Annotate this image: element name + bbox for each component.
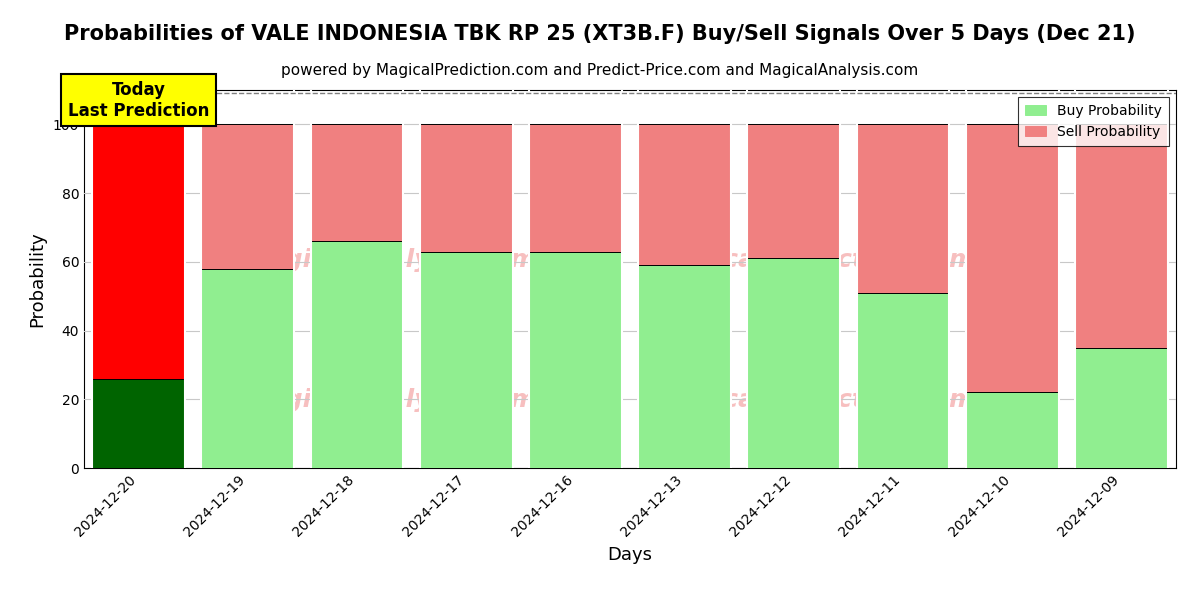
Bar <box>311 124 403 241</box>
Text: MagicalPrediction.com: MagicalPrediction.com <box>655 388 976 412</box>
Text: Probabilities of VALE INDONESIA TBK RP 25 (XT3B.F) Buy/Sell Signals Over 5 Days : Probabilities of VALE INDONESIA TBK RP 2… <box>65 24 1135 44</box>
Bar <box>638 265 731 468</box>
Bar <box>529 124 622 251</box>
Text: powered by MagicalPrediction.com and Predict-Price.com and MagicalAnalysis.com: powered by MagicalPrediction.com and Pre… <box>281 63 919 78</box>
X-axis label: Days: Days <box>607 547 653 565</box>
Y-axis label: Probability: Probability <box>28 231 46 327</box>
Legend: Buy Probability, Sell Probability: Buy Probability, Sell Probability <box>1019 97 1169 146</box>
Text: MagicalPrediction.com: MagicalPrediction.com <box>655 248 976 272</box>
Bar <box>529 251 622 468</box>
Bar <box>638 124 731 265</box>
Bar <box>748 259 840 468</box>
Text: MagicalAnalysis.com: MagicalAnalysis.com <box>244 388 536 412</box>
Bar <box>92 379 185 468</box>
Bar <box>92 124 185 379</box>
Bar <box>311 241 403 468</box>
Bar <box>202 124 294 269</box>
Bar <box>748 124 840 259</box>
Bar <box>202 269 294 468</box>
Bar <box>1075 124 1168 348</box>
Bar <box>966 124 1058 392</box>
Bar <box>420 251 512 468</box>
Bar <box>420 124 512 251</box>
Bar <box>857 293 949 468</box>
Bar <box>857 124 949 293</box>
Text: Today
Last Prediction: Today Last Prediction <box>68 81 209 120</box>
Text: MagicalAnalysis.com: MagicalAnalysis.com <box>244 248 536 272</box>
Bar <box>1075 348 1168 468</box>
Bar <box>966 392 1058 468</box>
